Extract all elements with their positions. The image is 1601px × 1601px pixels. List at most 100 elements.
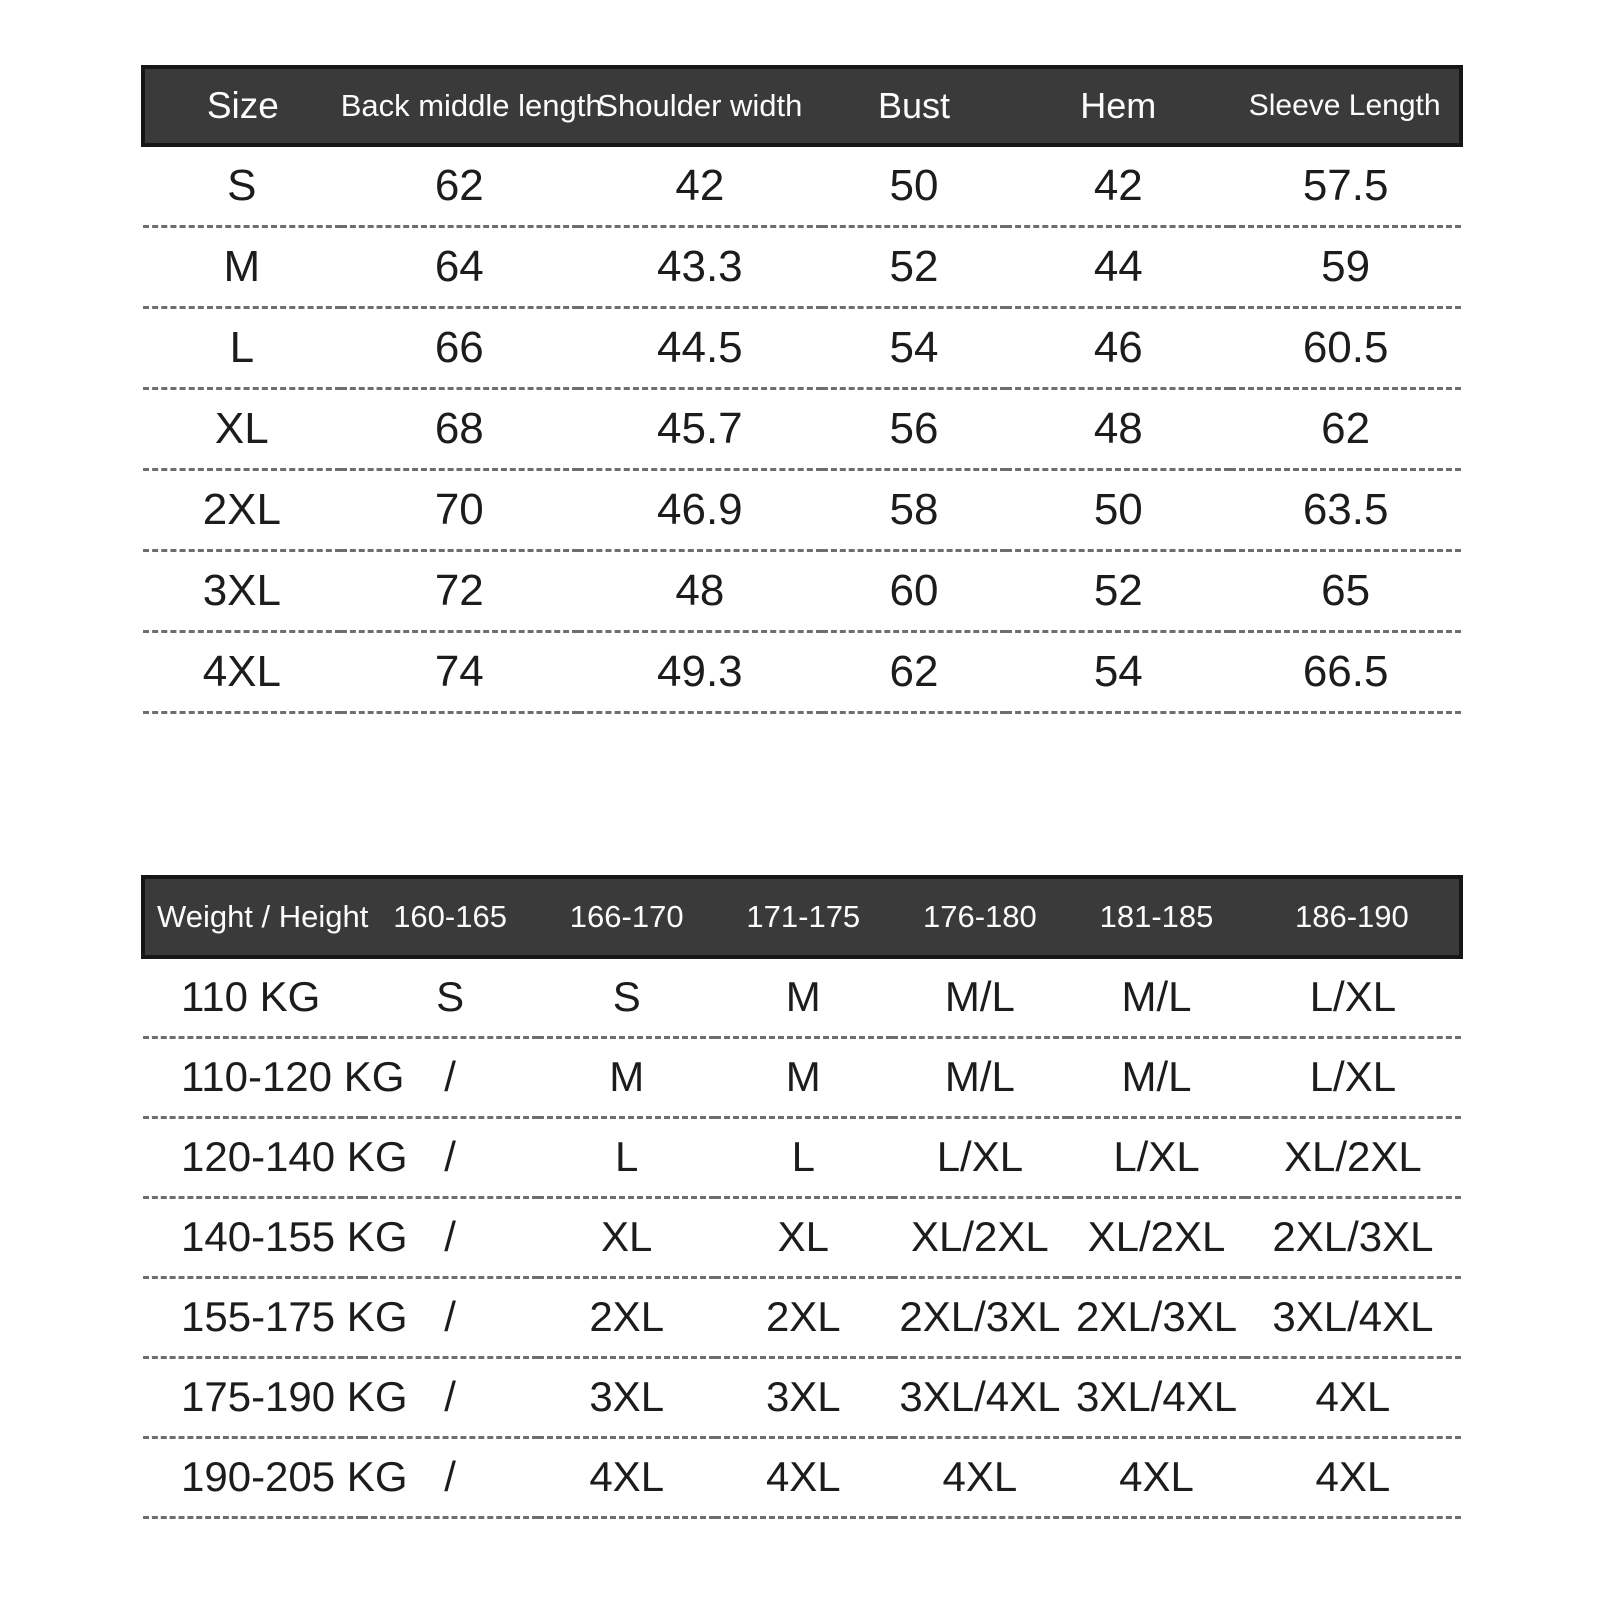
size-table-header-row: Size Back middle length Shoulder width B… (141, 65, 1463, 147)
table-cell: 59 (1230, 226, 1461, 309)
sleeve-length-column-header: Sleeve Length (1230, 65, 1463, 147)
table-cell: 3XL/4XL (1068, 1357, 1245, 1439)
table-cell: M (715, 1037, 892, 1119)
weight-height-corner-header: Weight / Height (141, 875, 368, 959)
table-cell: 52 (1006, 550, 1231, 633)
weight-label: 110 KG (143, 957, 362, 1039)
table-cell: 70 (340, 469, 578, 552)
table-cell: 58 (821, 469, 1007, 552)
height-range-header: 160-165 (361, 875, 539, 959)
table-cell: M/L (891, 1037, 1069, 1119)
table-cell: XL/2XL (891, 1197, 1069, 1279)
table-cell: 2XL/3XL (1068, 1277, 1245, 1359)
table-cell: 42 (1006, 145, 1231, 228)
table-cell: 4XL (1244, 1357, 1461, 1439)
table-cell: 4XL (1068, 1437, 1245, 1519)
table-row-weight-140-155: 140-155 KG / XL XL XL/2XL XL/2XL 2XL/3XL (143, 1197, 1461, 1279)
table-cell: 42 (577, 145, 822, 228)
weight-label: 140-155 KG (143, 1197, 408, 1279)
table-cell: 45.7 (577, 388, 822, 471)
table-cell: L/XL (1244, 1037, 1461, 1119)
table-cell: 64 (340, 226, 578, 309)
size-label: XL (143, 388, 341, 471)
height-range-header: 176-180 (891, 875, 1069, 959)
table-cell: 62 (1230, 388, 1461, 471)
table-row-size-m: M 64 43.3 52 44 59 (143, 226, 1461, 309)
table-cell: 72 (340, 550, 578, 633)
table-cell: S (361, 957, 539, 1039)
table-row-size-s: S 62 42 50 42 57.5 (143, 145, 1461, 228)
table-cell: 44.5 (577, 307, 822, 390)
table-cell: L/XL (1244, 957, 1461, 1039)
table-cell: 3XL (715, 1357, 892, 1439)
table-cell: L (538, 1117, 715, 1199)
table-cell: M/L (891, 957, 1069, 1039)
height-range-header: 166-170 (538, 875, 715, 959)
weight-label: 190-205 KG (143, 1437, 408, 1519)
size-label: 4XL (143, 631, 341, 714)
table-row-weight-190-205: 190-205 KG / 4XL 4XL 4XL 4XL 4XL (143, 1437, 1461, 1519)
table-cell: 74 (340, 631, 578, 714)
table-cell: 4XL (891, 1437, 1069, 1519)
table-cell: L/XL (891, 1117, 1069, 1199)
table-cell: XL/2XL (1068, 1197, 1245, 1279)
table-cell: 3XL/4XL (891, 1357, 1069, 1439)
table-row-weight-155-175: 155-175 KG / 2XL 2XL 2XL/3XL 2XL/3XL 3XL… (143, 1277, 1461, 1359)
table-cell: 54 (1006, 631, 1231, 714)
table-cell: 62 (821, 631, 1007, 714)
size-table-header: Size Back middle length Shoulder width B… (141, 65, 1463, 147)
table-cell: 63.5 (1230, 469, 1461, 552)
table-cell: 66 (340, 307, 578, 390)
table-cell: M (538, 1037, 715, 1119)
size-label: L (143, 307, 341, 390)
table-cell: L (715, 1117, 892, 1199)
table-cell: 4XL (715, 1437, 892, 1519)
table-row-weight-120-140: 120-140 KG / L L L/XL L/XL XL/2XL (143, 1117, 1461, 1199)
bust-column-header: Bust (821, 65, 1007, 147)
table-cell: 60 (821, 550, 1007, 633)
shoulder-width-column-header: Shoulder width (577, 65, 822, 147)
weight-label: 175-190 KG (143, 1357, 408, 1439)
height-range-header: 181-185 (1068, 875, 1245, 959)
table-cell: 48 (577, 550, 822, 633)
table-cell: 3XL (538, 1357, 715, 1439)
table-row-size-2xl: 2XL 70 46.9 58 50 63.5 (143, 469, 1461, 552)
table-cell: 49.3 (577, 631, 822, 714)
table-cell: 54 (821, 307, 1007, 390)
table-cell: 68 (340, 388, 578, 471)
table-cell: 3XL/4XL (1244, 1277, 1461, 1359)
size-label: M (143, 226, 341, 309)
size-label: 2XL (143, 469, 341, 552)
table-cell: 2XL (715, 1277, 892, 1359)
size-label: 3XL (143, 550, 341, 633)
table-row-weight-175-190: 175-190 KG / 3XL 3XL 3XL/4XL 3XL/4XL 4XL (143, 1357, 1461, 1439)
hem-column-header: Hem (1006, 65, 1231, 147)
table-row-size-xl: XL 68 45.7 56 48 62 (143, 388, 1461, 471)
table-cell: 52 (821, 226, 1007, 309)
table-row-weight-110: 110 KG S S M M/L M/L L/XL (143, 957, 1461, 1039)
table-row-weight-110-120: 110-120 KG / M M M/L M/L L/XL (143, 1037, 1461, 1119)
table-cell: 66.5 (1230, 631, 1461, 714)
table-cell: 65 (1230, 550, 1461, 633)
table-cell: / (361, 1277, 539, 1359)
table-cell: M/L (1068, 1037, 1245, 1119)
fit-table-header-row: Weight / Height 160-165 166-170 171-175 … (141, 875, 1464, 959)
table-cell: 48 (1006, 388, 1231, 471)
table-cell: 46.9 (577, 469, 822, 552)
table-cell: L/XL (1068, 1117, 1245, 1199)
size-measurements-table: Size Back middle length Shoulder width B… (141, 65, 1463, 714)
table-cell: 2XL (538, 1277, 715, 1359)
height-range-header: 171-175 (715, 875, 892, 959)
table-cell: 62 (340, 145, 578, 228)
table-cell: / (361, 1437, 539, 1519)
table-cell: / (361, 1117, 539, 1199)
table-cell: 50 (1006, 469, 1231, 552)
table-cell: / (361, 1357, 539, 1439)
table-cell: 43.3 (577, 226, 822, 309)
table-row-size-4xl: 4XL 74 49.3 62 54 66.5 (143, 631, 1461, 714)
table-cell: XL (538, 1197, 715, 1279)
table-cell: 2XL/3XL (1244, 1197, 1461, 1279)
table-cell: S (538, 957, 715, 1039)
weight-label: 155-175 KG (143, 1277, 408, 1359)
